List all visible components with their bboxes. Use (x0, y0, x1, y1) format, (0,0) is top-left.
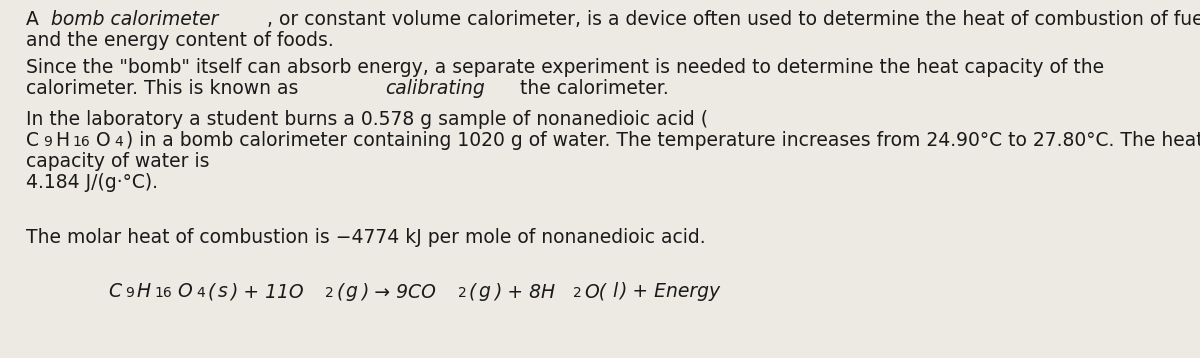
Text: 16: 16 (73, 135, 91, 149)
Text: g: g (479, 282, 491, 301)
Text: 9: 9 (125, 286, 134, 300)
Text: (: ( (336, 282, 343, 301)
Text: A: A (26, 10, 46, 29)
Text: 16: 16 (155, 286, 173, 300)
Text: 2: 2 (572, 286, 582, 300)
Text: ) → 9CO: ) → 9CO (361, 282, 436, 301)
Text: O: O (178, 282, 192, 301)
Text: 4.184 J/(g·°C).: 4.184 J/(g·°C). (26, 173, 158, 192)
Text: C: C (26, 131, 40, 150)
Text: capacity of water is: capacity of water is (26, 152, 210, 171)
Text: 2: 2 (325, 286, 334, 300)
Text: l: l (612, 282, 618, 301)
Text: ) + 8H: ) + 8H (494, 282, 554, 301)
Text: O(: O( (584, 282, 606, 301)
Text: , or constant volume calorimeter, is a device often used to determine the heat o: , or constant volume calorimeter, is a d… (266, 10, 1200, 29)
Text: s: s (217, 282, 227, 301)
Text: 2: 2 (457, 286, 467, 300)
Text: g: g (346, 282, 358, 301)
Text: The molar heat of combustion is −4774 kJ per mole of nonanedioic acid.: The molar heat of combustion is −4774 kJ… (26, 228, 706, 247)
Text: H: H (55, 131, 68, 150)
Text: and the energy content of foods.: and the energy content of foods. (26, 31, 334, 50)
Text: Since the "bomb" itself can absorb energy, a separate experiment is needed to de: Since the "bomb" itself can absorb energ… (26, 58, 1104, 77)
Text: ) in a bomb calorimeter containing 1020 g of water. The temperature increases fr: ) in a bomb calorimeter containing 1020 … (126, 131, 1200, 150)
Text: the calorimeter.: the calorimeter. (515, 79, 670, 98)
Text: 4: 4 (197, 286, 205, 300)
Text: H: H (137, 282, 150, 301)
Text: C: C (108, 282, 121, 301)
Text: calibrating: calibrating (385, 79, 485, 98)
Text: ) + Energy: ) + Energy (619, 282, 720, 301)
Text: calorimeter. This is known as: calorimeter. This is known as (26, 79, 305, 98)
Text: (: ( (208, 282, 215, 301)
Text: 4: 4 (115, 135, 124, 149)
Text: ) + 11O: ) + 11O (230, 282, 304, 301)
Text: In the laboratory a student burns a 0.578 g sample of nonanedioic acid (: In the laboratory a student burns a 0.57… (26, 110, 708, 129)
Text: O: O (96, 131, 110, 150)
Text: 9: 9 (43, 135, 52, 149)
Text: (: ( (469, 282, 476, 301)
Text: bomb calorimeter: bomb calorimeter (50, 10, 218, 29)
